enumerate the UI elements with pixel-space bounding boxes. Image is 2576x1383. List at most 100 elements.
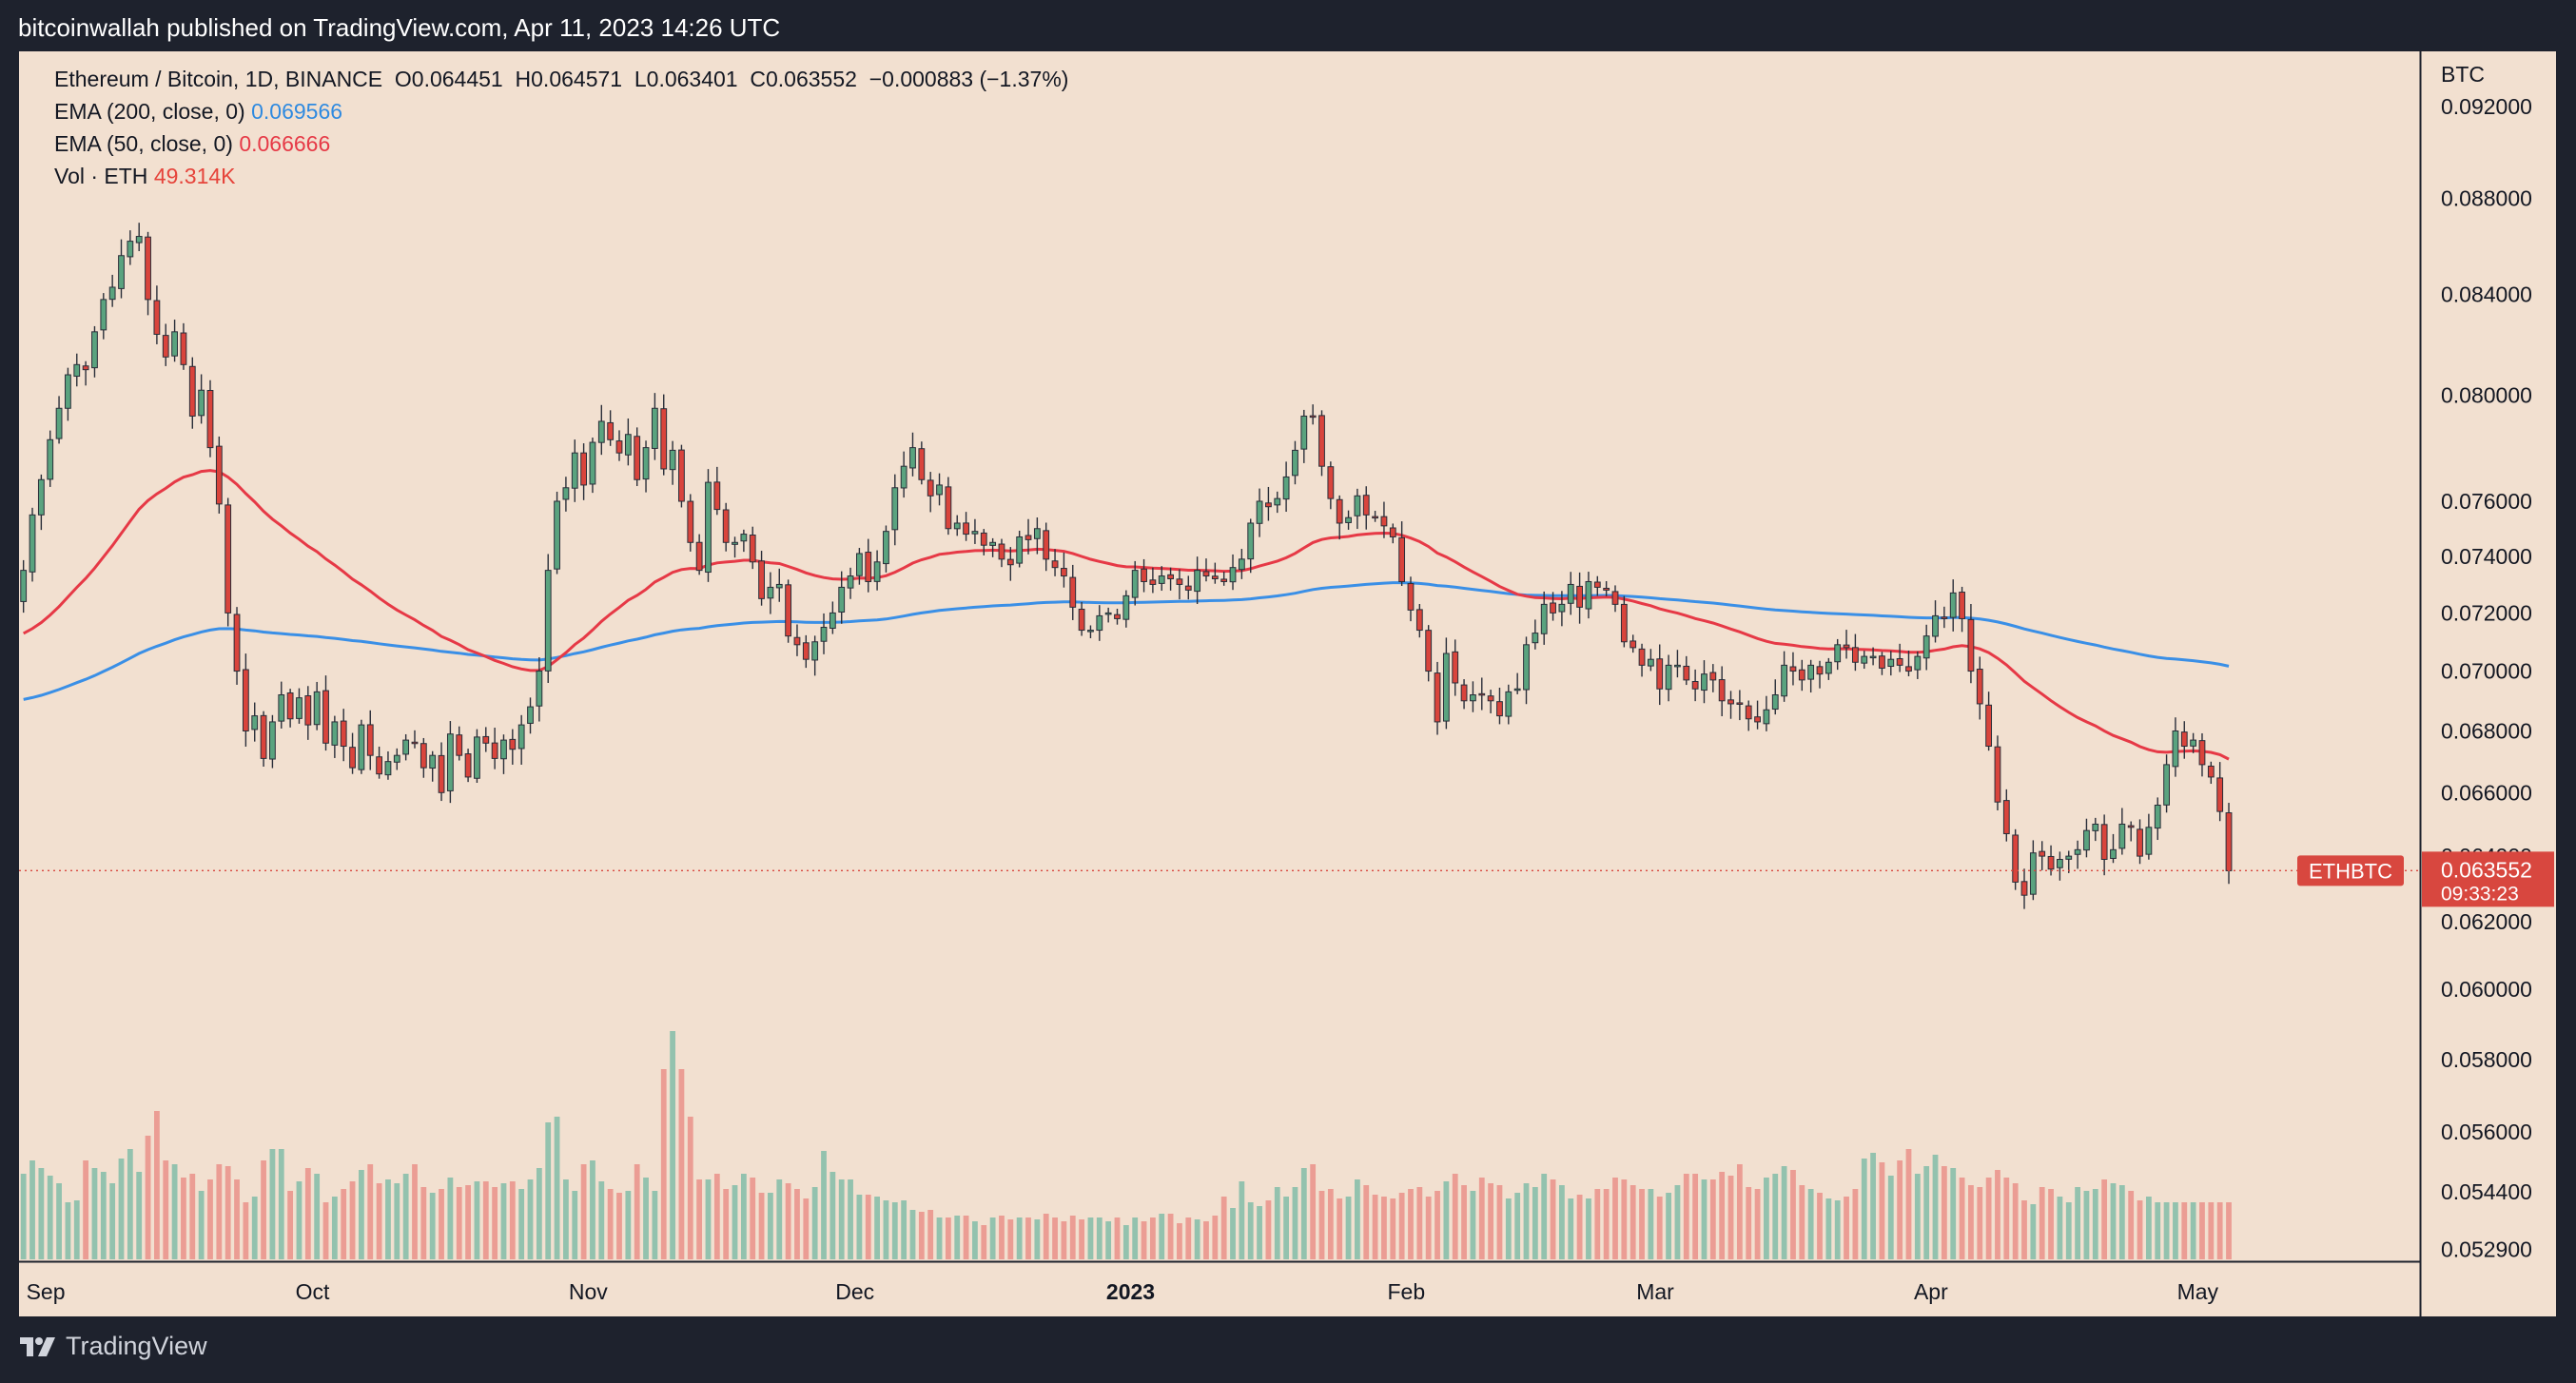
volume-bar xyxy=(1354,1179,1360,1259)
candle-body xyxy=(1114,614,1121,619)
candle-body xyxy=(1247,522,1255,560)
volume-bar xyxy=(1727,1176,1734,1259)
candle-body xyxy=(2225,812,2233,871)
volume-bar xyxy=(1594,1189,1601,1259)
volume-bar xyxy=(838,1179,845,1259)
volume-bar xyxy=(2173,1202,2178,1259)
y-tick-label: 0.054400 xyxy=(2441,1179,2532,1204)
candle-body xyxy=(767,586,774,599)
candle-body xyxy=(135,236,143,243)
legend-volume-row[interactable]: Vol · ETH 49.314K xyxy=(54,164,236,189)
volume-bar xyxy=(1914,1174,1921,1259)
candle-body xyxy=(127,241,134,258)
volume-bar xyxy=(269,1149,276,1259)
volume-bar xyxy=(1452,1174,1458,1259)
volume-bar xyxy=(963,1216,969,1259)
volume-bar xyxy=(1736,1164,1743,1259)
candle-body xyxy=(900,465,907,489)
time-axis-background xyxy=(19,1261,2420,1316)
volume-bar xyxy=(732,1185,738,1259)
volume-bar xyxy=(927,1210,934,1259)
volume-bar xyxy=(1034,1219,1041,1259)
candle-body xyxy=(411,741,419,745)
candle-body xyxy=(118,255,125,289)
volume-bar xyxy=(296,1181,302,1259)
candle-body xyxy=(883,531,889,565)
volume-bar xyxy=(482,1181,489,1259)
volume-bar xyxy=(1470,1191,1476,1259)
candle-body xyxy=(464,753,472,778)
volume-bar xyxy=(1087,1217,1094,1259)
candle-body xyxy=(1194,570,1201,593)
candle-body xyxy=(2002,800,2010,834)
volume-bar xyxy=(2030,1204,2037,1259)
candle-body xyxy=(2083,829,2090,851)
candle-body xyxy=(1176,578,1183,585)
candle-body xyxy=(695,541,703,572)
chart-frame[interactable]: BTC 0.092000 0.088000 0.084000 0.080000 0.076… xyxy=(19,51,2556,1316)
candle-body xyxy=(1336,498,1343,524)
legend-ema200-row[interactable]: EMA (200, close, 0) 0.069566 xyxy=(54,99,342,125)
candle-body xyxy=(624,434,632,456)
x-tick-label: Sep xyxy=(27,1279,66,1304)
candle-body xyxy=(1496,701,1503,717)
candle-body xyxy=(2074,848,2081,855)
candle-body xyxy=(1736,702,1744,705)
candle-body xyxy=(1184,585,1192,591)
legend-ema50-row[interactable]: EMA (50, close, 0) 0.066666 xyxy=(54,131,330,157)
volume-bar xyxy=(1932,1155,1939,1259)
volume-bar xyxy=(2208,1202,2215,1259)
volume-bar xyxy=(29,1160,35,1259)
candle-body xyxy=(2029,852,2037,895)
volume-bar xyxy=(91,1168,98,1259)
volume-bar xyxy=(322,1202,329,1259)
candle-body xyxy=(1941,616,1948,619)
candle-body xyxy=(1256,500,1263,524)
volume-bar xyxy=(127,1149,133,1259)
legend-ema200-value: 0.069566 xyxy=(251,99,343,124)
volume-bar xyxy=(1550,1179,1556,1259)
candle-body xyxy=(527,706,534,724)
price-chart[interactable]: BTC 0.092000 0.088000 0.084000 0.080000 0.076… xyxy=(19,51,2556,1316)
candle-body xyxy=(1452,651,1459,684)
candle-body xyxy=(615,440,623,454)
candle-body xyxy=(1834,644,1842,663)
volume-bar xyxy=(563,1179,569,1259)
candle-body xyxy=(722,509,730,543)
candle-body xyxy=(1362,495,1370,516)
volume-bar xyxy=(1844,1197,1849,1259)
volume-bar xyxy=(234,1179,240,1259)
volume-bar xyxy=(891,1202,898,1259)
candle-body xyxy=(2092,823,2099,831)
candle-body xyxy=(1816,666,1824,675)
volume-bar xyxy=(918,1212,925,1259)
volume-bar xyxy=(1790,1170,1796,1259)
volume-bar xyxy=(429,1193,436,1259)
candle-body xyxy=(571,452,578,489)
candle-body xyxy=(597,420,605,443)
volume-bar xyxy=(1897,1160,1903,1259)
volume-bar xyxy=(936,1217,943,1259)
volume-bar xyxy=(713,1174,720,1259)
candle-body xyxy=(651,407,658,449)
volume-bar xyxy=(1496,1185,1503,1259)
y-tick-label: 0.084000 xyxy=(2441,282,2532,307)
volume-bar xyxy=(1905,1149,1912,1259)
candle-body xyxy=(251,715,259,730)
candle-body xyxy=(1647,658,1654,667)
candle-body xyxy=(2065,855,2073,860)
volume-bar xyxy=(1639,1189,1645,1259)
candle-body xyxy=(1380,516,1388,527)
y-tick-label: 0.080000 xyxy=(2441,383,2532,408)
volume-bar xyxy=(500,1183,507,1259)
volume-bar xyxy=(1327,1189,1334,1259)
volume-bar xyxy=(518,1189,525,1259)
volume-bar xyxy=(402,1174,409,1259)
volume-bar xyxy=(1674,1185,1681,1259)
candle-body xyxy=(1896,657,1903,666)
y-tick-label: 0.068000 xyxy=(2441,718,2532,743)
legend-symbol: Ethereum / Bitcoin, 1D, BINANCE xyxy=(54,67,383,91)
legend-symbol-row: Ethereum / Bitcoin, 1D, BINANCE O0.06445… xyxy=(54,67,1068,92)
footer-brand[interactable]: TradingView xyxy=(18,1332,207,1361)
candle-body xyxy=(936,484,943,496)
